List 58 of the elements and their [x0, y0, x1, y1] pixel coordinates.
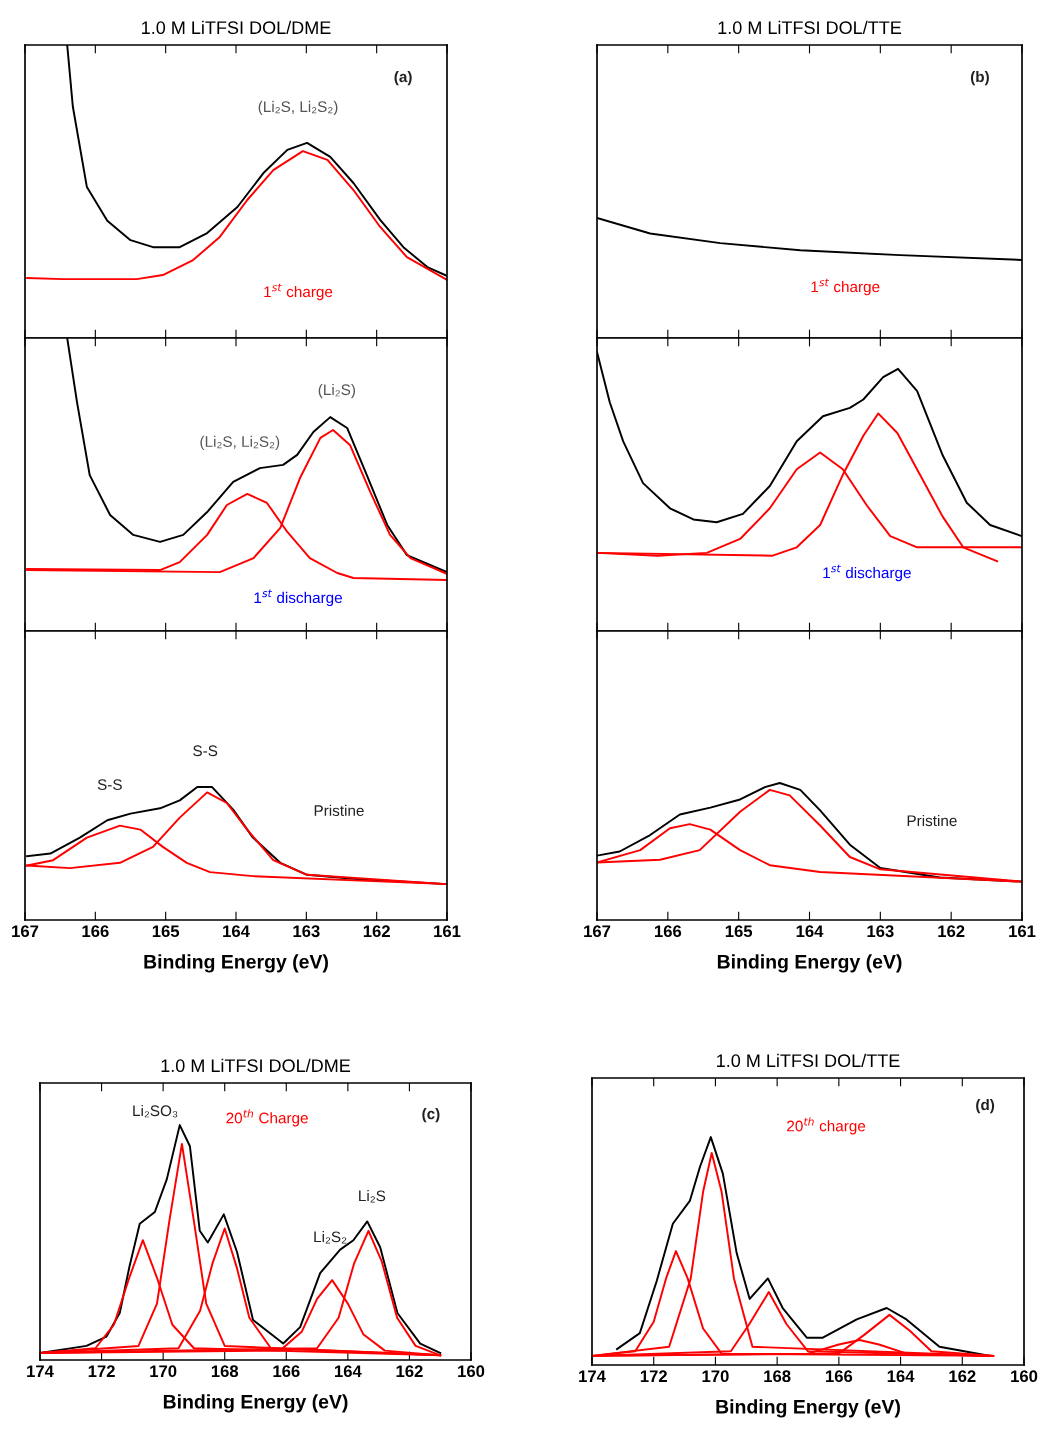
x-tick-label: 164 [335, 1365, 362, 1378]
annotation: Pristine [907, 814, 957, 827]
annotation: 1$^{st}$ charge [811, 278, 880, 296]
x-tick-label: 168 [211, 1365, 239, 1378]
x-tick-label: 174 [27, 1365, 54, 1377]
x-tick-label: 161 [1009, 925, 1036, 938]
x-tick-label: 170 [702, 1370, 729, 1383]
annotation: (Li₂S) [318, 383, 355, 399]
text: (d) [976, 1099, 995, 1114]
x-tick-label: 164 [796, 925, 824, 938]
x-tick-label: 160 [1011, 1370, 1038, 1383]
x-tick-label: 163 [867, 925, 894, 938]
x-axis-title: Binding Energy (eV) [144, 954, 328, 973]
annotation: Li₂S [359, 1190, 386, 1203]
annotation: S-S [97, 779, 122, 791]
annotation: (Li₂S, Li₂S₂) [200, 435, 280, 451]
chart-title: 1.0 M LiTFSI DOL/DME [161, 1058, 351, 1073]
x-tick-label: 160 [458, 1365, 485, 1378]
chart-title: 1.0 M LiTFSI DOL/TTE [717, 1053, 900, 1068]
x-tick-label: 167 [584, 925, 611, 938]
x-tick-label: 167 [12, 925, 39, 938]
annotation: Pristine [314, 804, 364, 817]
annotation: (Li₂S, Li₂S₂) [258, 100, 338, 116]
x-tick-label: 162 [363, 925, 390, 938]
x-tick-label: 166 [826, 1370, 853, 1383]
annotation: 1$^{st}$ charge [264, 283, 333, 301]
x-tick-label: 170 [150, 1365, 177, 1378]
x-axis-title: Binding Energy (eV) [717, 954, 902, 973]
x-tick-label: 164 [223, 925, 250, 938]
x-tick-label: 174 [579, 1370, 606, 1382]
text: 20$^{th}$ charge [787, 1117, 866, 1135]
x-tick-label: 162 [938, 925, 965, 938]
annotation: 1$^{st}$ discharge [254, 589, 342, 607]
chart-title: 1.0 M LiTFSI DOL/DME [142, 20, 331, 35]
x-tick-label: 161 [434, 925, 461, 938]
text: S-S [193, 745, 218, 757]
x-tick-label: 162 [396, 1365, 423, 1378]
x-tick-label: 168 [764, 1370, 791, 1383]
annotation: Li₂S₂ [314, 1231, 347, 1244]
chart-title: 1.0 M LiTFSI DOL/TTE [718, 20, 902, 35]
x-tick-label: 165 [725, 925, 753, 938]
x-axis-title: Binding Energy (eV) [163, 1394, 348, 1413]
x-tick-label: 163 [293, 925, 320, 938]
x-tick-label: 166 [654, 925, 682, 938]
text: (b) [970, 70, 989, 86]
x-tick-label: 164 [887, 1370, 915, 1383]
x-tick-label: 172 [88, 1365, 115, 1377]
text: Li₂SO₃ [133, 1104, 178, 1118]
x-tick-label: 162 [949, 1370, 976, 1383]
x-tick-label: 166 [273, 1365, 300, 1378]
x-axis-title: Binding Energy (eV) [716, 1399, 900, 1418]
annotation: (a) [394, 70, 412, 86]
x-tick-label: 165 [152, 925, 180, 938]
annotation: 1$^{st}$ discharge [823, 564, 911, 582]
text: (c) [422, 1108, 440, 1123]
x-tick-label: 166 [82, 925, 109, 938]
x-tick-label: 172 [640, 1370, 667, 1382]
annotation: 20$^{th}$ Charge [226, 1109, 308, 1127]
